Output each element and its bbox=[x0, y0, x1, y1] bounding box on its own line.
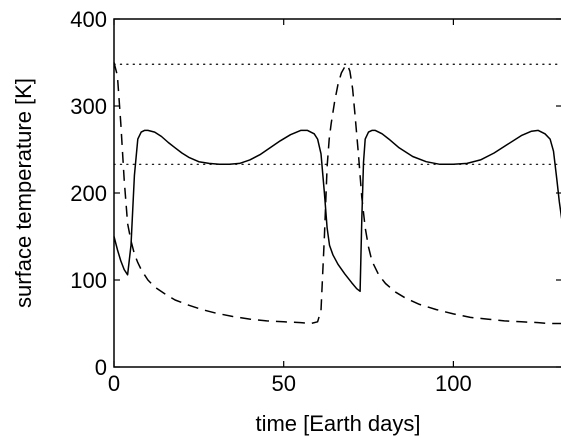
reference-lines bbox=[113, 63, 561, 165]
plot-series bbox=[113, 62, 561, 325]
x-axis-label: time [Earth days] bbox=[255, 411, 420, 436]
x-ticks: 0 50 100 bbox=[108, 19, 472, 396]
plot-frame bbox=[113, 18, 561, 368]
y-tick-label: 100 bbox=[70, 268, 107, 293]
y-tick-label: 0 bbox=[95, 355, 107, 380]
series-line-solid bbox=[113, 129, 561, 293]
y-tick-label: 200 bbox=[70, 181, 107, 206]
y-ticks: 0 100 200 300 400 bbox=[70, 7, 561, 380]
x-tick-label: 50 bbox=[271, 371, 295, 396]
y-tick-label: 300 bbox=[70, 94, 107, 119]
y-axis-label: surface temperature [K] bbox=[11, 78, 36, 308]
y-tick-label: 400 bbox=[70, 7, 107, 32]
x-tick-label: 0 bbox=[108, 371, 120, 396]
x-tick-label: 100 bbox=[435, 371, 472, 396]
series-line-dashed bbox=[113, 62, 561, 325]
